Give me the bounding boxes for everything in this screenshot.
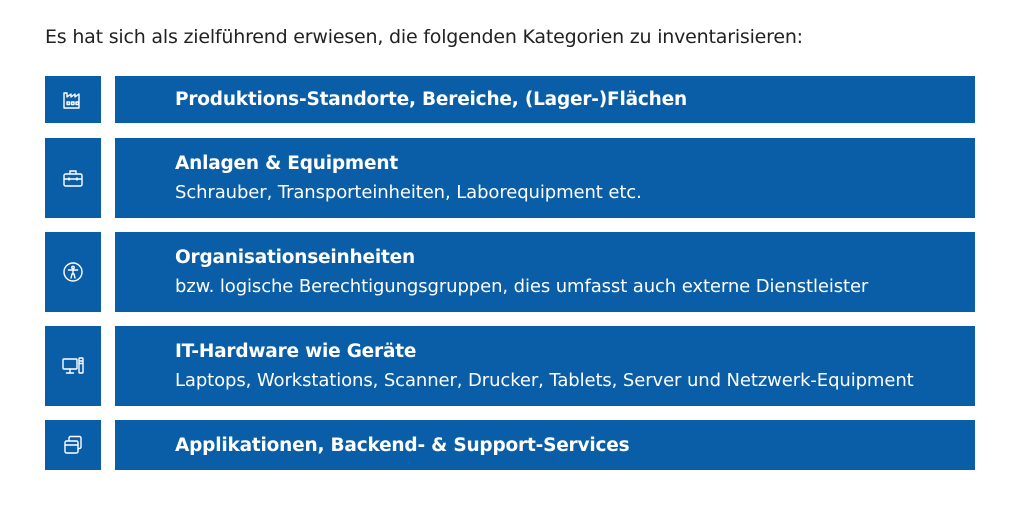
toolbox-icon	[45, 138, 101, 218]
category-title: Applikationen, Backend- & Support-Servic…	[175, 434, 630, 456]
category-bar: IT-Hardware wie Geräte Laptops, Workstat…	[115, 326, 975, 406]
category-row-org-units: Organisationseinheiten bzw. logische Ber…	[45, 232, 975, 312]
category-title: Produktions-Standorte, Bereiche, (Lager-…	[175, 89, 687, 110]
category-row-it-hardware: IT-Hardware wie Geräte Laptops, Workstat…	[45, 326, 975, 406]
category-title: Organisationseinheiten	[175, 247, 415, 268]
category-bar: Anlagen & Equipment Schrauber, Transport…	[115, 138, 975, 218]
category-row-equipment: Anlagen & Equipment Schrauber, Transport…	[45, 138, 975, 218]
category-subtitle: Laptops, Workstations, Scanner, Drucker,…	[175, 370, 914, 391]
windows-icon	[45, 420, 101, 470]
category-bar: Applikationen, Backend- & Support-Servic…	[115, 420, 975, 470]
category-row-applications: Applikationen, Backend- & Support-Servic…	[45, 420, 975, 470]
category-title: Anlagen & Equipment	[175, 153, 398, 174]
intro-text: Es hat sich als zielführend erwiesen, di…	[45, 26, 803, 48]
category-row-sites: Produktions-Standorte, Bereiche, (Lager-…	[45, 76, 975, 123]
category-subtitle: Schrauber, Transporteinheiten, Laborequi…	[175, 182, 642, 203]
computer-icon	[45, 326, 101, 406]
factory-icon	[45, 76, 101, 123]
category-bar: Produktions-Standorte, Bereiche, (Lager-…	[115, 76, 975, 123]
person-circle-icon	[45, 232, 101, 312]
category-subtitle: bzw. logische Berechtigungsgruppen, dies…	[175, 276, 869, 297]
category-bar: Organisationseinheiten bzw. logische Ber…	[115, 232, 975, 312]
category-title: IT-Hardware wie Geräte	[175, 341, 417, 362]
